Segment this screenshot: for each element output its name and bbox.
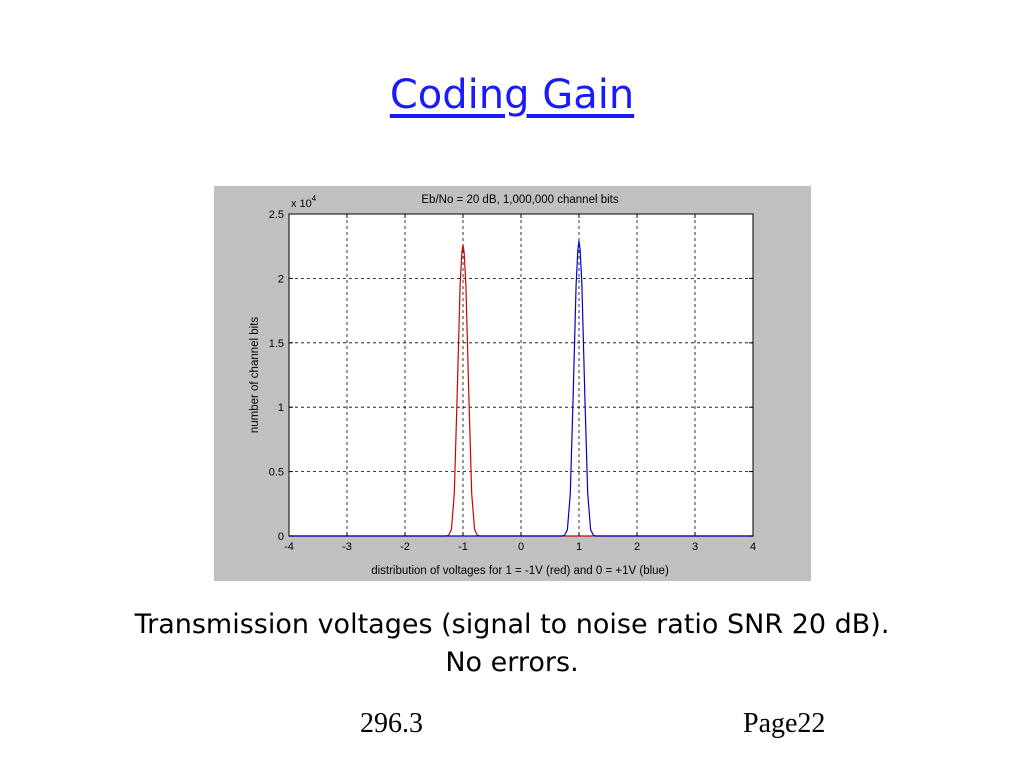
slide-caption: Transmission voltages (signal to noise r… — [40, 606, 984, 682]
grid-lines — [289, 214, 753, 536]
tick-marks — [288, 213, 754, 537]
y-axis-label: number of channel bits — [249, 317, 261, 434]
x-tick-label: -1 — [458, 541, 468, 553]
x-tick-label: -2 — [400, 541, 410, 553]
y-tick-labels: 0 0.5 1 1.5 2 2.5 — [269, 209, 284, 543]
y-multiplier: x 104 — [291, 194, 317, 210]
plot-area — [288, 213, 754, 537]
y-tick-label: 2 — [278, 273, 284, 285]
y-tick-label: 1.5 — [269, 338, 284, 350]
x-tick-label: -4 — [284, 541, 294, 553]
x-tick-labels: -4 -3 -2 -1 0 1 2 3 4 — [284, 541, 756, 553]
y-tick-label: 2.5 — [269, 209, 284, 221]
x-tick-label: 0 — [518, 541, 524, 553]
series-layer — [289, 240, 753, 537]
series-line-blue — [289, 240, 753, 537]
chart-figure: -4 -3 -2 -1 0 1 2 3 4 0 0.5 1 1.5 2 2.5 Eb/No = 20 dB… — [214, 186, 811, 581]
x-tick-label: 2 — [634, 541, 640, 553]
x-tick-label: 4 — [750, 541, 756, 553]
slide-title: Coding Gain — [389, 72, 635, 118]
y-multiplier-base: x 10 — [291, 198, 312, 210]
caption-line-1: Transmission voltages (signal to noise r… — [134, 609, 890, 640]
y-multiplier-exponent: 4 — [312, 194, 317, 203]
y-tick-label: 0.5 — [269, 467, 284, 479]
x-tick-label: 3 — [692, 541, 698, 553]
y-tick-label: 0 — [278, 531, 284, 543]
footer-course-number: 296.3 — [360, 708, 423, 739]
chart-svg: -4 -3 -2 -1 0 1 2 3 4 0 0.5 1 1.5 2 2.5 Eb/No = 20 dB… — [249, 194, 756, 577]
x-axis-label: distribution of voltages for 1 = -1V (re… — [371, 565, 669, 577]
caption-line-2: No errors. — [445, 647, 579, 678]
y-tick-label: 1 — [278, 402, 284, 414]
chart-title: Eb/No = 20 dB, 1,000,000 channel bits — [421, 194, 618, 206]
x-tick-label: 1 — [576, 541, 582, 553]
series-line-red — [289, 244, 753, 537]
footer-page-number: Page22 — [743, 708, 826, 739]
x-tick-label: -3 — [342, 541, 352, 553]
